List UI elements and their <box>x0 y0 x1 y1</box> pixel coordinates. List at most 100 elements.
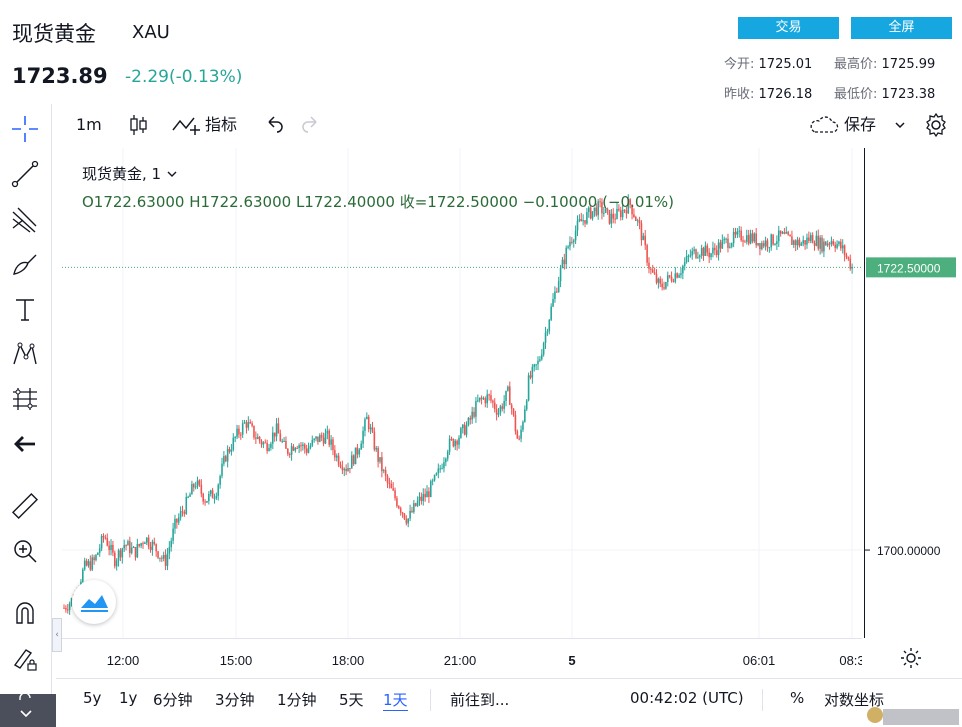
candle-body <box>127 541 129 546</box>
chart-pane[interactable] <box>62 148 862 638</box>
ruler-icon[interactable] <box>8 489 42 523</box>
pattern-icon[interactable] <box>8 337 42 371</box>
candle-body <box>458 437 460 445</box>
candle-body <box>93 557 95 561</box>
candle-body <box>493 402 496 410</box>
legend-symbol[interactable]: 现货黄金, 1 <box>82 163 178 184</box>
site-watermark-logo <box>865 687 962 727</box>
candle-body <box>574 230 577 241</box>
chart-toolbar: 1m 指标 保存 <box>56 106 962 144</box>
candle-body <box>584 220 586 224</box>
candle-body <box>384 470 387 477</box>
candle-body <box>240 434 242 436</box>
candle-body <box>142 543 144 545</box>
candle-body <box>638 220 641 224</box>
candle-body <box>411 510 413 513</box>
percent-scale-toggle[interactable]: % <box>790 689 805 707</box>
candle-body <box>381 457 383 472</box>
candle-body <box>326 430 329 434</box>
range-3min[interactable]: 3分钟 <box>215 691 255 709</box>
more-tools-panel[interactable] <box>0 692 56 727</box>
candle-body <box>251 423 253 426</box>
candle-body <box>243 422 246 424</box>
candle-body <box>542 342 545 355</box>
collapse-toolbar-tab[interactable]: ‹ <box>52 618 62 652</box>
prediction-tools-icon[interactable] <box>8 382 42 416</box>
candle-body <box>478 397 481 401</box>
candle-body <box>373 431 376 450</box>
candle-body <box>439 468 441 470</box>
candle-body <box>230 449 233 452</box>
candle-body <box>729 246 731 248</box>
log-scale-toggle[interactable]: 对数坐标 <box>824 691 885 709</box>
candle-body <box>445 458 447 463</box>
range-1y[interactable]: 1y <box>119 689 138 707</box>
candle-body <box>456 440 458 445</box>
cloud-save-icon[interactable] <box>808 106 840 144</box>
candle-body <box>738 230 741 232</box>
candle-body <box>616 208 618 219</box>
candle-body <box>413 503 415 513</box>
trade-button[interactable]: 交易 <box>738 17 839 39</box>
candle-body <box>510 404 513 409</box>
candle-body <box>283 440 285 442</box>
undo-icon[interactable] <box>264 106 286 144</box>
candle-body <box>762 243 765 247</box>
candle-body <box>375 448 378 450</box>
candle-body <box>309 445 312 449</box>
range-6min[interactable]: 6分钟 <box>153 691 193 709</box>
candle-body <box>298 445 300 448</box>
candle-body <box>215 495 218 499</box>
price-axis[interactable]: 1700.00000 1722.50000 <box>864 148 962 638</box>
candle-body <box>448 438 451 452</box>
auto-scale-gear-icon[interactable] <box>898 645 924 671</box>
candle-body <box>221 463 223 476</box>
settings-gear-icon[interactable] <box>922 106 950 144</box>
magnet-icon[interactable] <box>8 596 42 630</box>
range-5y[interactable]: 5y <box>83 689 102 707</box>
save-button[interactable]: 保存 <box>844 115 877 134</box>
open-stat: 今开: 1725.01 <box>724 53 812 72</box>
candle-body <box>302 444 304 446</box>
brush-icon[interactable] <box>8 247 42 281</box>
indicators-button[interactable]: 指标 <box>205 115 238 134</box>
candle-body <box>554 291 556 300</box>
candle-body <box>838 241 840 245</box>
goto-date-button[interactable]: 前往到... <box>450 691 510 709</box>
range-5d[interactable]: 5天 <box>339 691 364 709</box>
candle-body <box>614 218 616 220</box>
lock-drawings-icon[interactable] <box>8 641 42 675</box>
fullscreen-button[interactable]: 全屏 <box>851 17 952 39</box>
candle-body <box>172 528 174 541</box>
trend-line-icon[interactable] <box>8 157 42 191</box>
candle-body <box>409 510 411 519</box>
chevron-down-icon[interactable] <box>892 106 908 144</box>
utc-clock[interactable]: 00:42:02 (UTC) <box>630 689 744 707</box>
redo-icon[interactable] <box>299 106 321 144</box>
range-1min[interactable]: 1分钟 <box>277 691 317 709</box>
candle-body <box>422 493 425 502</box>
indicators-icon[interactable] <box>170 106 202 144</box>
candle-body <box>674 273 677 282</box>
range-1d[interactable]: 1天 <box>383 691 408 711</box>
candle-body <box>761 243 763 250</box>
candle-body <box>320 435 323 438</box>
candle-body <box>147 537 150 547</box>
candle-body <box>426 491 428 498</box>
pitchfork-icon[interactable] <box>8 202 42 236</box>
tradingview-logo-icon[interactable] <box>72 580 116 624</box>
candle-body <box>341 466 344 471</box>
candle-body <box>266 442 268 451</box>
candle-body <box>223 456 225 464</box>
candle-body <box>680 273 682 276</box>
interval-selector[interactable]: 1m <box>76 115 102 134</box>
back-arrow-icon[interactable] <box>8 427 42 461</box>
candle-body <box>104 537 107 539</box>
candle-body <box>145 537 148 543</box>
time-axis[interactable]: 12:00 15:00 18:00 21:00 5 06:01 08:3 <box>62 638 865 678</box>
candle-body <box>546 331 549 333</box>
candle-type-icon[interactable] <box>128 106 150 144</box>
crosshair-icon[interactable] <box>8 112 42 146</box>
zoom-in-icon[interactable] <box>8 534 42 568</box>
text-tool-icon[interactable] <box>8 292 42 326</box>
